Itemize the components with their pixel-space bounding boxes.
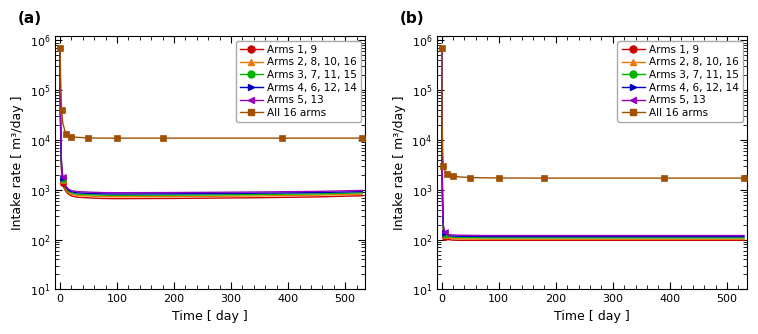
Y-axis label: Intake rate [ m³/day ]: Intake rate [ m³/day ] bbox=[11, 96, 24, 230]
Legend: Arms 1, 9, Arms 2, 8, 10, 16, Arms 3, 7, 11, 15, Arms 4, 6, 12, 14, Arms 5, 13, : Arms 1, 9, Arms 2, 8, 10, 16, Arms 3, 7,… bbox=[618, 40, 743, 122]
Text: (a): (a) bbox=[18, 11, 42, 26]
Legend: Arms 1, 9, Arms 2, 8, 10, 16, Arms 3, 7, 11, 15, Arms 4, 6, 12, 14, Arms 5, 13, : Arms 1, 9, Arms 2, 8, 10, 16, Arms 3, 7,… bbox=[236, 40, 361, 122]
Text: (b): (b) bbox=[400, 11, 424, 26]
X-axis label: Time [ day ]: Time [ day ] bbox=[554, 310, 630, 323]
X-axis label: Time [ day ]: Time [ day ] bbox=[172, 310, 248, 323]
Y-axis label: Intake rate [ m³/day ]: Intake rate [ m³/day ] bbox=[393, 96, 406, 230]
